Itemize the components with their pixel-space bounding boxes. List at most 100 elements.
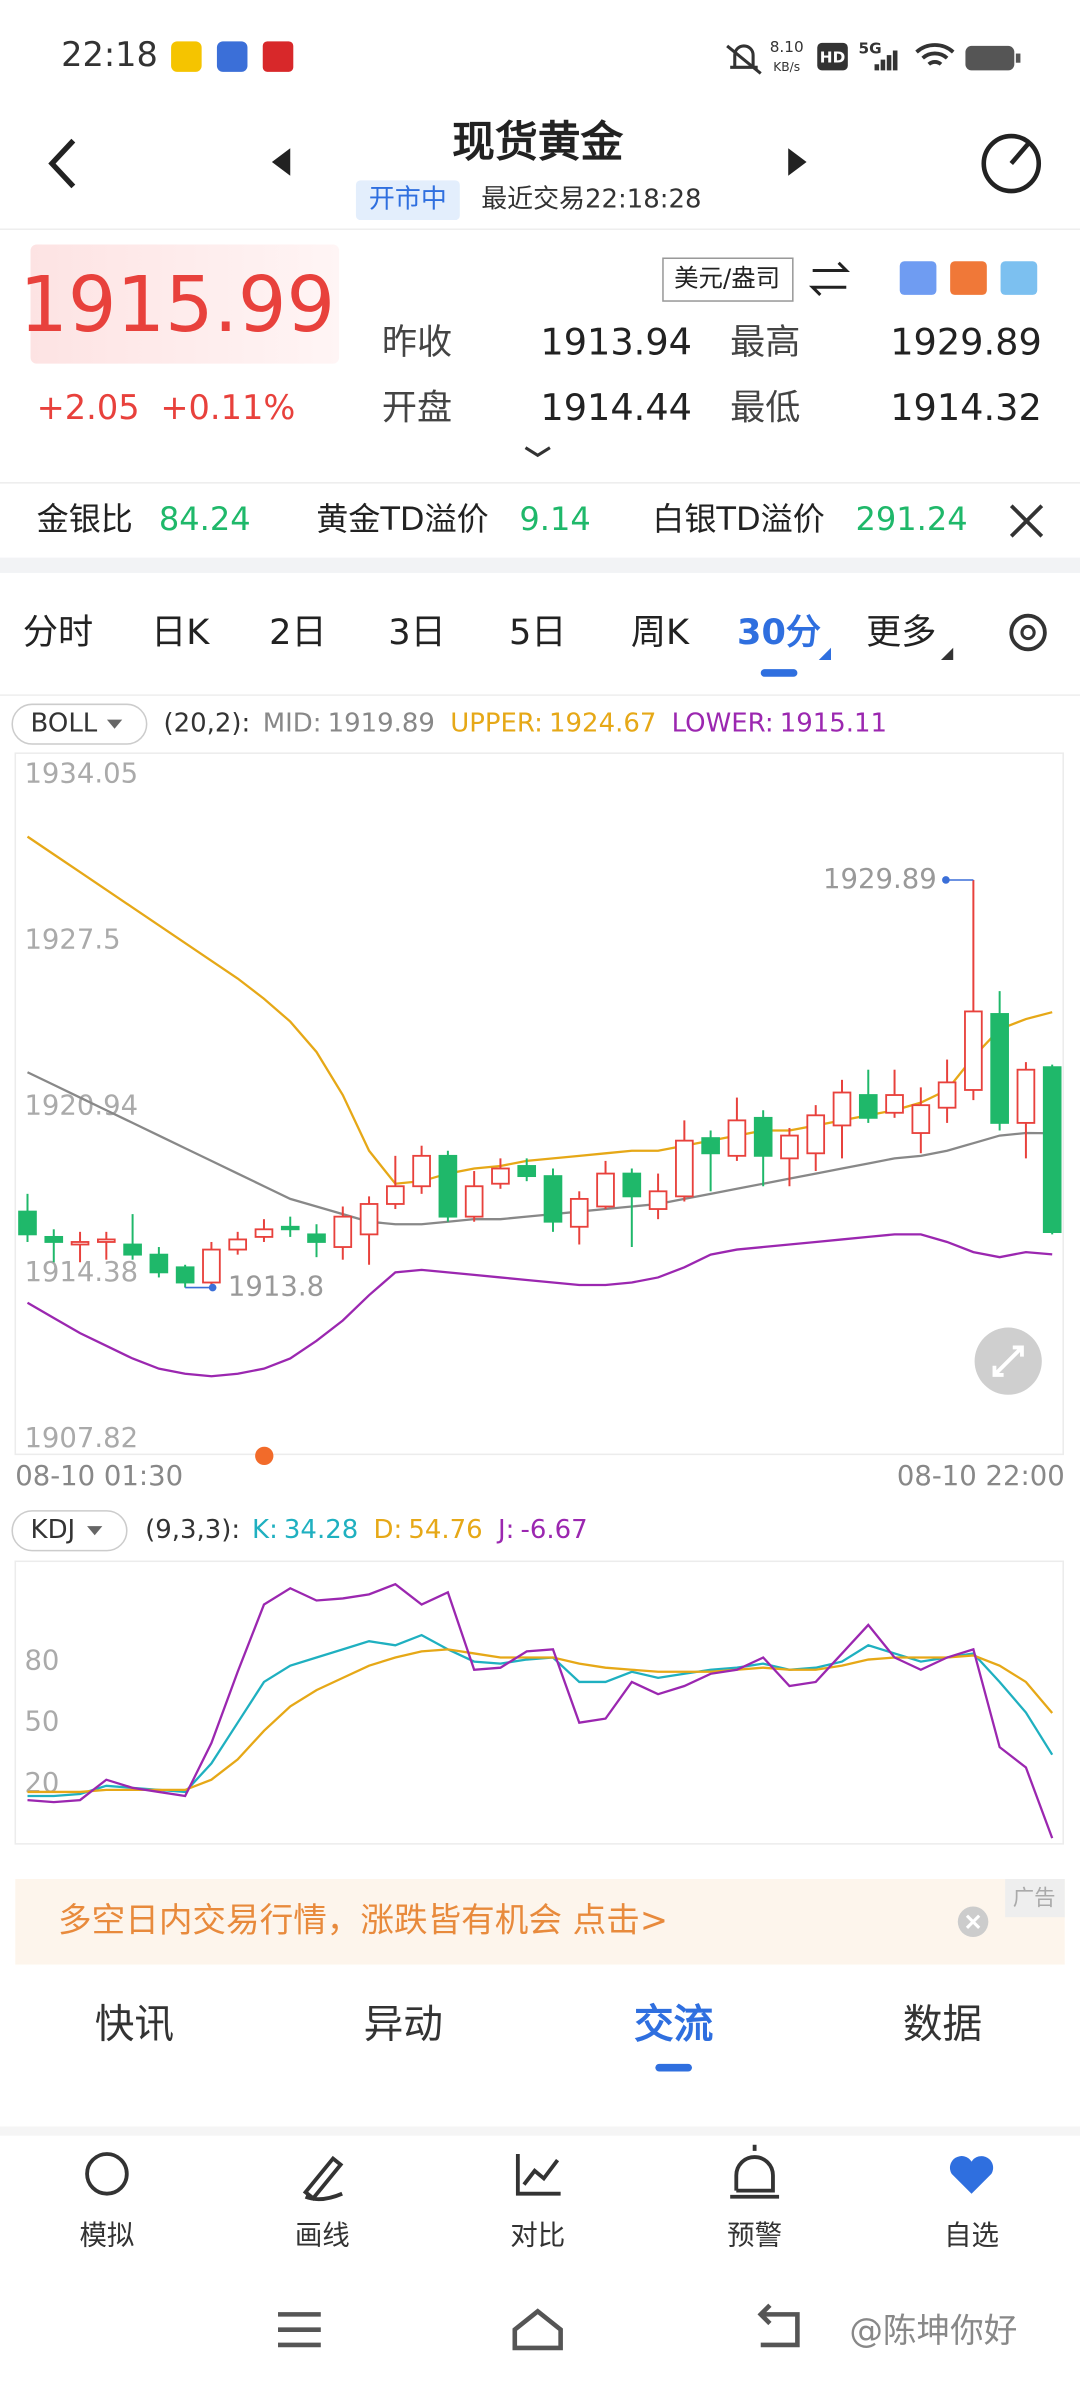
toolbar-label[interactable]: 自选 (944, 2219, 999, 2251)
next-button[interactable] (788, 148, 807, 176)
unit-box[interactable] (662, 257, 794, 302)
draw-icon[interactable] (302, 2155, 344, 2202)
tool-icon[interactable] (899, 261, 937, 295)
content-tab[interactable]: 交流 (634, 2002, 713, 2048)
candle-body (517, 1165, 537, 1178)
compare-icon[interactable] (515, 2153, 561, 2196)
stat-value: 1929.89 (890, 320, 1042, 363)
indicator-params: (20,2): (163, 709, 250, 739)
y-tick-label: 1927.5 (24, 924, 120, 956)
period-tab[interactable]: 日K (151, 612, 210, 653)
tool-icon[interactable] (950, 261, 987, 295)
network-type: 5G (859, 39, 882, 57)
candle-body (412, 1154, 431, 1188)
content-tab[interactable]: 数据 (903, 2002, 982, 2048)
series-line (26, 1233, 1053, 1378)
net-unit: KB/s (773, 60, 800, 74)
candle-body (464, 1185, 484, 1218)
watermark: @陈坤你好 (849, 2311, 1017, 2350)
tool-icon[interactable] (1000, 261, 1038, 295)
toolbar-label[interactable]: 模拟 (79, 2219, 134, 2251)
expand-chevron[interactable] (524, 446, 551, 458)
fullscreen-icon (992, 1345, 1024, 1377)
app-icon (171, 41, 202, 72)
toolbar-label[interactable]: 画线 (295, 2219, 350, 2251)
y-tick-label: 1934.05 (24, 758, 138, 790)
content-tab[interactable]: 快讯 (95, 2002, 174, 2048)
period-tab[interactable]: 分时 (23, 612, 93, 653)
period-tab[interactable]: 3日 (388, 612, 445, 653)
legend-name: MID: (263, 709, 322, 739)
legend-value: 34.28 (284, 1515, 358, 1545)
ratio-value: 291.24 (855, 500, 967, 538)
candle-body (964, 1010, 983, 1091)
chart-frame (14, 752, 1064, 1456)
content-tab[interactable]: 异动 (364, 2002, 443, 2048)
favorite-icon[interactable] (949, 2156, 994, 2194)
y-tick-label: 20 (24, 1767, 59, 1799)
nav-back[interactable] (757, 2303, 800, 2348)
period-tab[interactable]: 5日 (509, 612, 566, 653)
ad-tag-box (1005, 1879, 1065, 1918)
candle-body (491, 1167, 510, 1185)
y-tick-label: 50 (24, 1706, 59, 1738)
candle-body (990, 1013, 1009, 1124)
nav-home[interactable] (512, 2308, 563, 2351)
change: +2.05 (37, 388, 140, 427)
toolbar: 模拟 画线 对比 预警 自选 (79, 2219, 999, 2251)
simulate-icon[interactable] (85, 2152, 129, 2196)
candle-body (543, 1175, 563, 1223)
back-button[interactable] (48, 138, 76, 189)
candle-body (596, 1172, 615, 1208)
series-line (26, 1071, 1053, 1226)
period-tabs: 分时 日K 2日 3日 5日 周K 30分 更多 (23, 612, 954, 677)
candle-body (648, 1190, 668, 1210)
candle-body (202, 1248, 221, 1284)
indicator-caret (87, 1526, 103, 1536)
candle-body (911, 1104, 931, 1134)
prev-button[interactable] (271, 148, 291, 176)
legend-name: LOWER: (672, 709, 774, 739)
ad-banner[interactable] (15, 1879, 1065, 1965)
candle-body (254, 1228, 274, 1238)
candle-body (701, 1137, 720, 1155)
high-label: 1929.89 (823, 863, 937, 895)
series-line (27, 1582, 1054, 1839)
candle-body (885, 1094, 904, 1114)
battery-tip (1015, 53, 1021, 63)
period-tab[interactable]: 周K (631, 612, 690, 653)
candle-body (675, 1139, 694, 1198)
toolbar-label[interactable]: 预警 (727, 2219, 782, 2251)
period-tab[interactable]: 更多 (866, 612, 936, 653)
candle-body (727, 1119, 747, 1157)
ad-close-x (965, 1914, 981, 1929)
low-label: 1913.8 (228, 1271, 324, 1303)
page-title: 现货黄金 (452, 118, 623, 168)
ad-tag: 广告 (1013, 1886, 1056, 1911)
candle-body (569, 1197, 589, 1228)
event-dot[interactable] (255, 1446, 274, 1466)
indicator-select[interactable] (11, 703, 148, 745)
period-tab[interactable]: 2日 (269, 612, 326, 653)
hd-text: HD (820, 49, 845, 67)
nav-menu[interactable] (278, 2312, 321, 2348)
period-tab[interactable]: 30分 (737, 612, 821, 653)
price: 1915.99 (19, 261, 335, 350)
legend-name: K: (252, 1515, 278, 1545)
legend-name: UPPER: (450, 709, 543, 739)
swap-icon[interactable] (808, 261, 850, 296)
tab-underline (655, 2063, 692, 2072)
close-button[interactable] (1009, 504, 1044, 538)
stat-label: 昨收 (382, 322, 452, 363)
toolbar-label[interactable]: 对比 (510, 2219, 565, 2251)
alert-icon[interactable] (730, 2144, 780, 2199)
refresh-button[interactable] (981, 133, 1042, 194)
stat-value: 1914.44 (540, 386, 692, 429)
x-tick-label: 08-10 01:30 (15, 1460, 183, 1492)
series-line (27, 1648, 1054, 1794)
settings-button[interactable] (1009, 613, 1047, 652)
fullscreen-button[interactable] (974, 1327, 1042, 1395)
candle-body (622, 1172, 642, 1198)
indicator-select[interactable] (11, 1510, 128, 1552)
